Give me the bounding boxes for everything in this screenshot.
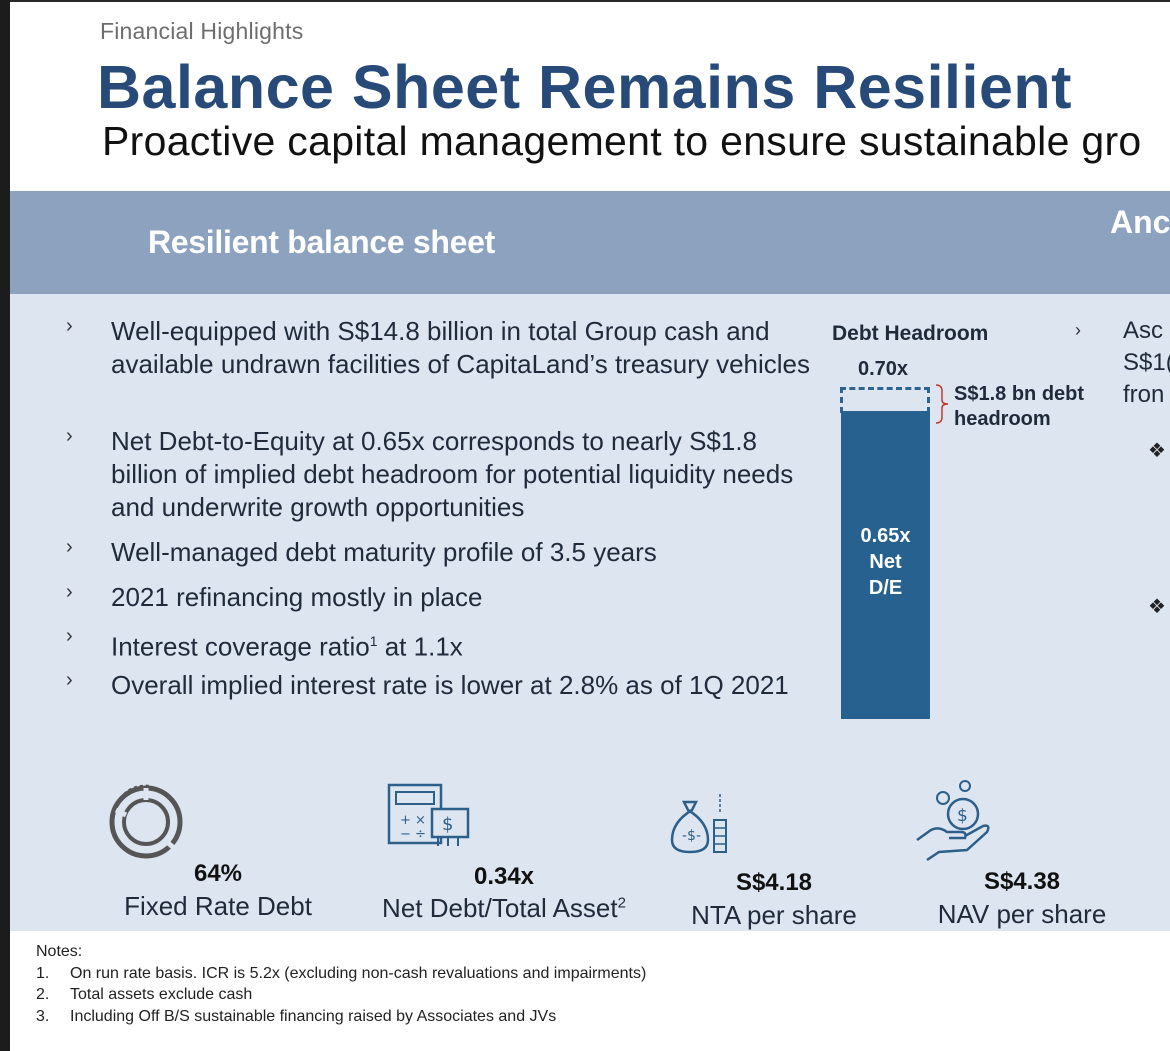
page-subtitle: Proactive capital management to ensure s… (102, 118, 1142, 164)
footnote-ref: 1 (369, 633, 378, 649)
bullet-text: Overall implied interest rate is lower a… (111, 670, 789, 700)
right-column-text: Asc S$1( fron (1123, 317, 1170, 408)
bullet-text: Well-managed debt maturity profile of 3.… (111, 537, 657, 567)
window-top-edge (10, 0, 1170, 2)
bullet-marker: › (66, 669, 73, 691)
bullet-text: Interest coverage ratio1 at 1.1x (111, 631, 463, 662)
diamond-bullet-icon: ❖ (1148, 596, 1166, 618)
right-column-heading: Anc (1110, 204, 1170, 240)
content-panel (10, 294, 1170, 931)
resilient-balance-sheet-heading: Resilient balance sheet (148, 224, 496, 260)
fixed-rate-debt-value: 64% (193, 860, 243, 887)
column-header-band (10, 191, 1170, 294)
footnote-ref: 2 (617, 894, 626, 912)
net-debt-total-asset-label: Net Debt/Total Asset2 (382, 893, 626, 923)
net-de-bar-label: 0.65x Net D/E (860, 525, 911, 599)
headroom-brace-icon (935, 384, 949, 424)
net-de-bar (841, 411, 930, 719)
pie-chart-icon (109, 784, 183, 859)
svg-text:− ÷: − ÷ (400, 827, 426, 842)
nta-per-share-value: S$4.18 (735, 869, 813, 896)
nta-per-share-label: NTA per share (691, 900, 857, 930)
window-left-edge (0, 0, 10, 1051)
debt-headroom-dashed-box (840, 387, 930, 413)
calculator-icon: + × − ÷ $ (387, 783, 470, 846)
diamond-bullet-icon: ❖ (1148, 440, 1166, 462)
bullet-marker: › (66, 536, 73, 558)
debt-headroom-title: Debt Headroom (832, 322, 989, 345)
bullet-marker: › (66, 625, 73, 647)
bullet-marker: › (66, 315, 73, 337)
footnotes: Notes: 1. On run rate basis. ICR is 5.2x … (36, 941, 646, 1027)
bullet-marker: › (66, 425, 73, 447)
nav-per-share-value: S$4.38 (983, 868, 1061, 895)
headroom-label: S$1.8 bn debt headroom (954, 383, 1085, 430)
note-item: 1. On run rate basis. ICR is 5.2x (exclud… (36, 964, 647, 982)
nav-per-share-label: NAV per share (937, 899, 1107, 929)
bullet-text: Net Debt-to-Equity at 0.65x corresponds … (111, 426, 794, 522)
section-label: Financial Highlights (100, 18, 304, 44)
svg-text:-$-: -$- (682, 828, 701, 844)
hand-coin-icon: $ (916, 780, 990, 862)
debt-ceiling-label: 0.70x (858, 358, 909, 380)
bullet-marker: › (66, 581, 73, 603)
bullet-text: 2021 refinancing mostly in place (111, 582, 483, 612)
svg-text:+ ×: + × (400, 813, 426, 828)
fixed-rate-debt-label: Fixed Rate Debt (124, 891, 312, 921)
note-item: 3. Including Off B/S sustainable financin… (36, 1007, 557, 1025)
notes-title: Notes: (36, 943, 83, 960)
note-item: 2. Total assets exclude cash (36, 986, 253, 1003)
page-title: Balance Sheet Remains Resilient (97, 53, 1072, 121)
svg-text:$: $ (442, 814, 453, 835)
net-debt-total-asset-value: 0.34x (473, 863, 535, 890)
bullet-text: Well-equipped with S$14.8 billion in tot… (111, 316, 811, 379)
money-bag-icon: -$- (670, 794, 727, 854)
svg-text:$: $ (957, 806, 968, 826)
right-bullet-marker: › (1075, 320, 1081, 340)
